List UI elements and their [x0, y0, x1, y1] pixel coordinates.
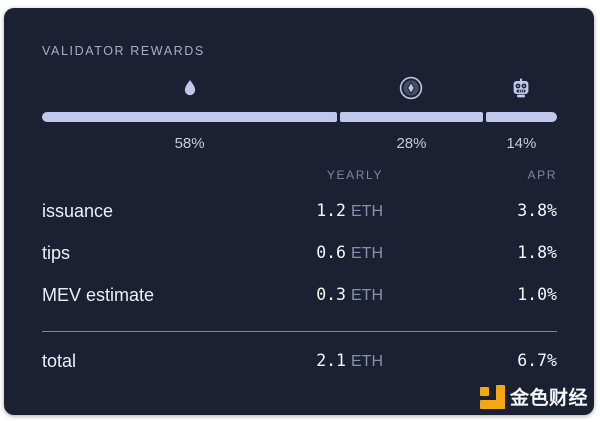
- bar-segment-mev: [485, 112, 557, 122]
- table-row-total: total 2.1 ETH 6.7%: [42, 331, 557, 382]
- bar-percent-labels: 58% 28% 14%: [42, 132, 557, 154]
- apr-value: 1.0%: [517, 285, 557, 304]
- apr-value: 3.8%: [517, 201, 557, 220]
- bar-segment-tips: [340, 112, 483, 122]
- table-row-mev-estimate: MEV estimate 0.3 ETH 1.0%: [42, 274, 557, 316]
- ethereum-icon: [399, 76, 423, 100]
- percent-label-issuance: 58%: [174, 134, 205, 152]
- yearly-value: 0.6: [316, 243, 346, 262]
- issuance-segment-icon-cell: [42, 74, 337, 102]
- robot-icon: [509, 76, 533, 100]
- row-label: MEV estimate: [42, 284, 155, 305]
- mev-segment-icon-cell: [486, 74, 557, 102]
- eth-unit: ETH: [351, 353, 383, 370]
- header-apr: APR: [527, 168, 557, 182]
- card-title: VALIDATOR REWARDS: [42, 44, 205, 58]
- yearly-value: 1.2: [316, 201, 346, 220]
- table-body: issuance 1.2 ETH 3.8% tips 0.6 ETH 1.8% ME…: [42, 190, 557, 316]
- total-apr-value: 6.7%: [517, 351, 557, 370]
- row-label: issuance: [42, 200, 114, 221]
- jinse-finance-watermark: 金色财经: [479, 383, 588, 410]
- table-header-row: YEARLY APR: [42, 160, 557, 190]
- total-label: total: [42, 350, 77, 371]
- header-yearly: YEARLY: [326, 168, 383, 182]
- rewards-table: YEARLY APR issuance 1.2 ETH 3.8% tips 0.6…: [42, 160, 557, 382]
- bar-icons-row: [42, 74, 557, 102]
- eth-unit: ETH: [351, 203, 383, 220]
- yearly-value: 0.3: [316, 285, 346, 304]
- bar-segment-issuance: [42, 112, 338, 122]
- table-row-tips: tips 0.6 ETH 1.8%: [42, 232, 557, 274]
- jinse-finance-logo-icon: [479, 384, 505, 409]
- percent-label-tips: 28%: [396, 134, 427, 152]
- rewards-distribution-bar: [42, 112, 557, 122]
- eth-unit: ETH: [351, 245, 383, 262]
- droplet-icon: [180, 76, 200, 100]
- watermark-text: 金色财经: [509, 388, 588, 409]
- tips-segment-icon-cell: [340, 74, 483, 102]
- percent-label-mev: 14%: [506, 134, 537, 152]
- apr-value: 1.8%: [517, 243, 557, 262]
- total-yearly-value: 2.1: [316, 351, 346, 370]
- validator-rewards-card: VALIDATOR REWARDS: [4, 8, 594, 415]
- eth-unit: ETH: [351, 287, 383, 304]
- table-row-issuance: issuance 1.2 ETH 3.8%: [42, 190, 557, 232]
- row-label: tips: [42, 242, 71, 263]
